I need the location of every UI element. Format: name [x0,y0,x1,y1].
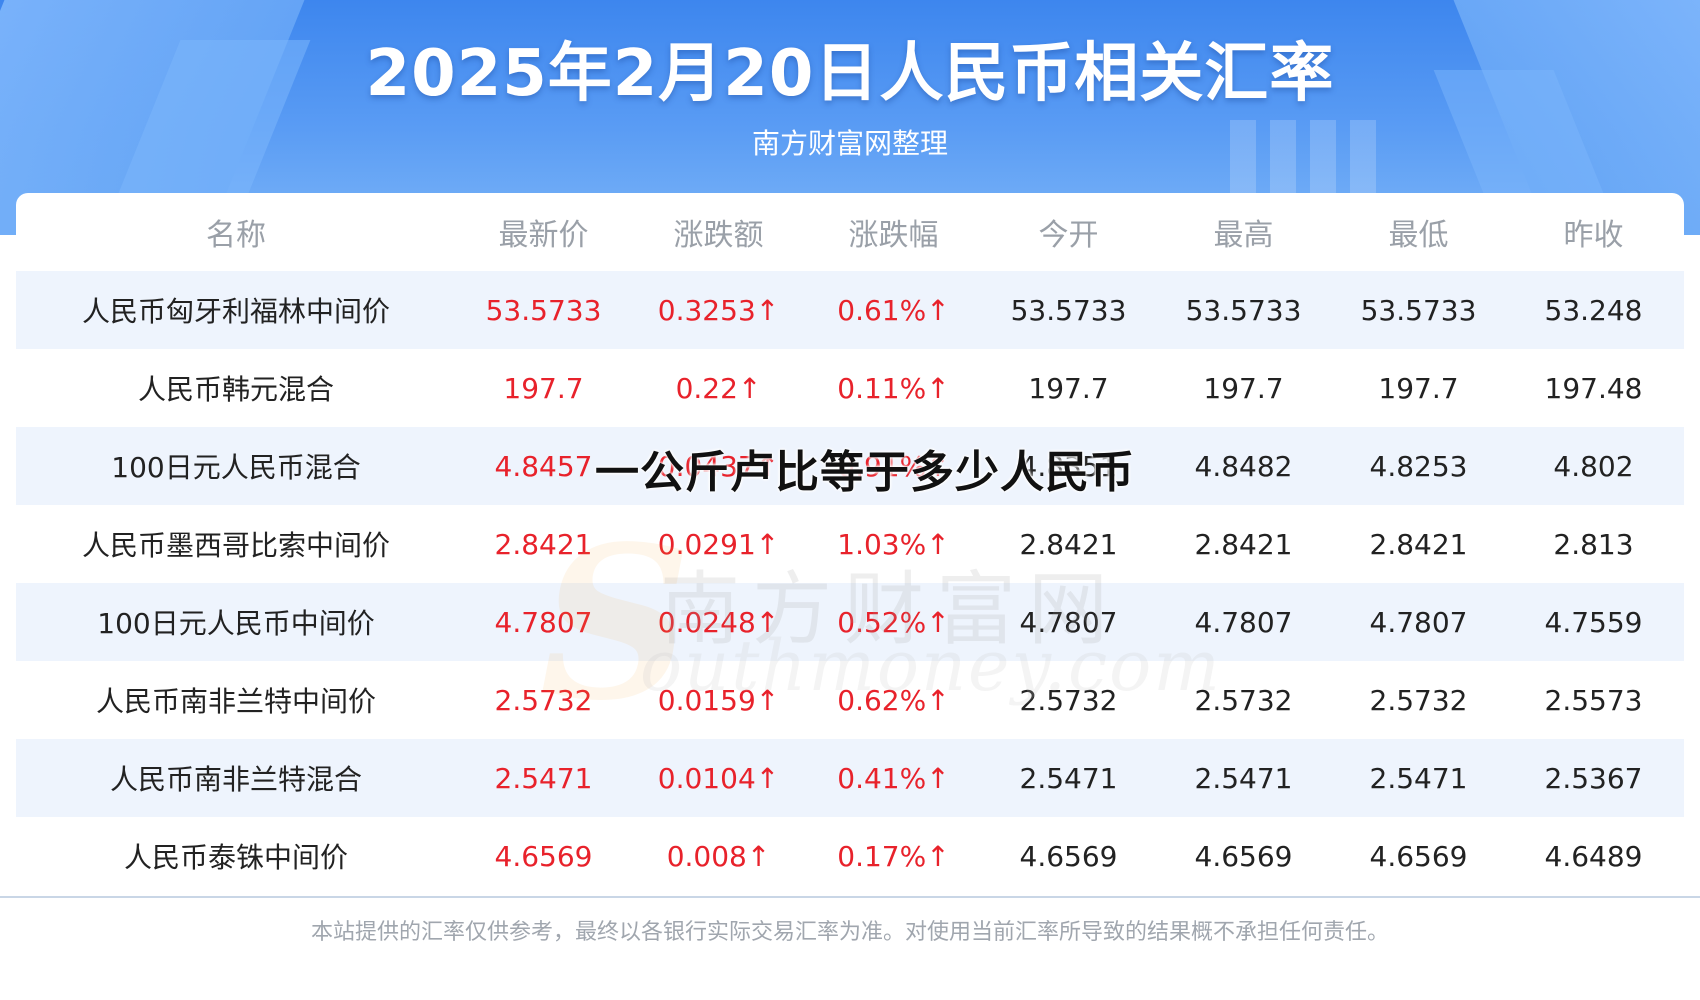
cell-latest: 4.8457 [494,449,593,483]
cell-open: 4.6569 [1019,839,1118,873]
header-low: 最低 [1388,218,1449,253]
cell-prev-close: 2.5367 [1544,761,1643,795]
cell-open: 2.5471 [1019,761,1118,795]
cell-open: 4.7807 [1019,605,1118,639]
cell-open: 197.7 [1028,371,1109,405]
cell-change-pct: 0.91%↑ [837,449,950,483]
cell-change: 0.0104↑ [657,761,780,795]
cell-high: 53.5733 [1185,293,1302,327]
cell-low: 197.7 [1378,371,1459,405]
cell-low: 4.7807 [1369,605,1468,639]
table-row: 100日元人民币中间价 4.7807 0.0248↑ 0.52%↑ 4.7807… [16,583,1684,661]
cell-high: 2.8421 [1194,527,1293,561]
cell-change-pct: 0.62%↑ [837,683,950,717]
cell-low: 4.8253 [1369,449,1468,483]
cell-change-pct: 0.61%↑ [837,293,950,327]
cell-high: 4.6569 [1194,839,1293,873]
cell-change-pct: 0.11%↑ [837,371,950,405]
cell-name: 人民币南非兰特中间价 [95,685,376,718]
cell-change: 0.0291↑ [657,527,780,561]
cell-prev-close: 2.5573 [1544,683,1643,717]
cell-prev-close: 197.48 [1544,371,1643,405]
cell-open: 2.8421 [1019,527,1118,561]
cell-high: 4.8482 [1194,449,1293,483]
cell-low: 53.5733 [1360,293,1477,327]
cell-name: 人民币南非兰特混合 [109,763,362,796]
cell-open: 53.5733 [1010,293,1127,327]
table-row: 100日元人民币混合 4.8457 0.0437↑ 0.91%↑ 4.8351 … [16,427,1684,505]
cell-change: 0.008↑ [666,839,771,873]
overlay-heading: 一公斤卢比等于多少人民币 [595,447,1135,498]
cell-change: 0.0159↑ [657,683,780,717]
cell-change: 0.0437↑ [657,449,780,483]
cell-prev-close: 2.813 [1553,527,1634,561]
page-subtitle: 南方财富网整理 [751,127,948,160]
cell-latest: 4.7807 [494,605,593,639]
table-row: 人民币韩元混合 197.7 0.22↑ 0.11%↑ 197.7 197.7 1… [16,349,1684,427]
cell-change: 0.22↑ [675,371,762,405]
page-title: 2025年2月20日人民币相关汇率 [365,37,1335,111]
cell-name: 人民币韩元混合 [137,373,334,406]
table-row: 人民币南非兰特混合 2.5471 0.0104↑ 0.41%↑ 2.5471 2… [16,739,1684,817]
watermark-site-name: 南方财富网 [660,563,1120,656]
header-change-pct: 涨跌幅 [848,218,939,253]
table-row: 人民币墨西哥比索中间价 2.8421 0.0291↑ 1.03%↑ 2.8421… [16,505,1684,583]
cell-name: 人民币墨西哥比索中间价 [81,529,390,562]
table-row: 人民币泰铢中间价 4.6569 0.008↑ 0.17%↑ 4.6569 4.6… [16,817,1684,895]
table-header: 名称 最新价 涨跌额 涨跌幅 今开 最高 最低 昨收 [16,193,1684,271]
header-high: 最高 [1213,218,1274,253]
cell-prev-close: 4.802 [1553,449,1634,483]
cell-change: 0.3253↑ [657,293,780,327]
header-open: 今开 [1038,218,1099,253]
cell-change-pct: 0.52%↑ [837,605,950,639]
cell-name: 人民币泰铢中间价 [123,841,348,874]
cell-name: 100日元人民币中间价 [97,607,375,640]
cell-high: 197.7 [1203,371,1284,405]
cell-latest: 2.5471 [494,761,593,795]
cell-change-pct: 1.03%↑ [837,527,950,561]
cell-change-pct: 0.41%↑ [837,761,950,795]
disclaimer-text: 本站提供的汇率仅供参考，最终以各银行实际交易汇率为准。对使用当前汇率所导致的结果… [310,920,1389,945]
watermark-logo-s: S [540,500,692,747]
cell-open: 2.5732 [1019,683,1118,717]
cell-low: 4.6569 [1369,839,1468,873]
table-row: 人民币南非兰特中间价 2.5732 0.0159↑ 0.62%↑ 2.5732 … [16,661,1684,739]
cell-low: 2.5471 [1369,761,1468,795]
cell-prev-close: 4.7559 [1544,605,1643,639]
cell-latest: 53.5733 [485,293,602,327]
cell-open: 4.8351 [1019,449,1118,483]
cell-prev-close: 4.6489 [1544,839,1643,873]
cell-high: 4.7807 [1194,605,1293,639]
header-latest: 最新价 [498,218,589,253]
cell-change: 0.0248↑ [657,605,780,639]
header-prev-close: 昨收 [1563,218,1624,253]
header-name: 名称 [206,218,266,253]
table-row: 人民币匈牙利福林中间价 53.5733 0.3253↑ 0.61%↑ 53.57… [16,271,1684,349]
cell-name: 100日元人民币混合 [111,451,361,484]
cell-latest: 197.7 [503,371,584,405]
cell-change-pct: 0.17%↑ [837,839,950,873]
divider [0,896,1700,898]
rates-table: 名称 最新价 涨跌额 涨跌幅 今开 最高 最低 昨收 人民币匈牙利福林中间价 5… [16,193,1684,897]
cell-high: 2.5471 [1194,761,1293,795]
cell-latest: 4.6569 [494,839,593,873]
header-change: 涨跌额 [673,218,764,253]
cell-high: 2.5732 [1194,683,1293,717]
cell-latest: 2.8421 [494,527,593,561]
cell-name: 人民币匈牙利福林中间价 [81,295,390,328]
cell-latest: 2.5732 [494,683,593,717]
watermark-site-url: outhmoney.com [640,625,1222,707]
cell-low: 2.8421 [1369,527,1468,561]
cell-prev-close: 53.248 [1544,293,1643,327]
cell-low: 2.5732 [1369,683,1468,717]
